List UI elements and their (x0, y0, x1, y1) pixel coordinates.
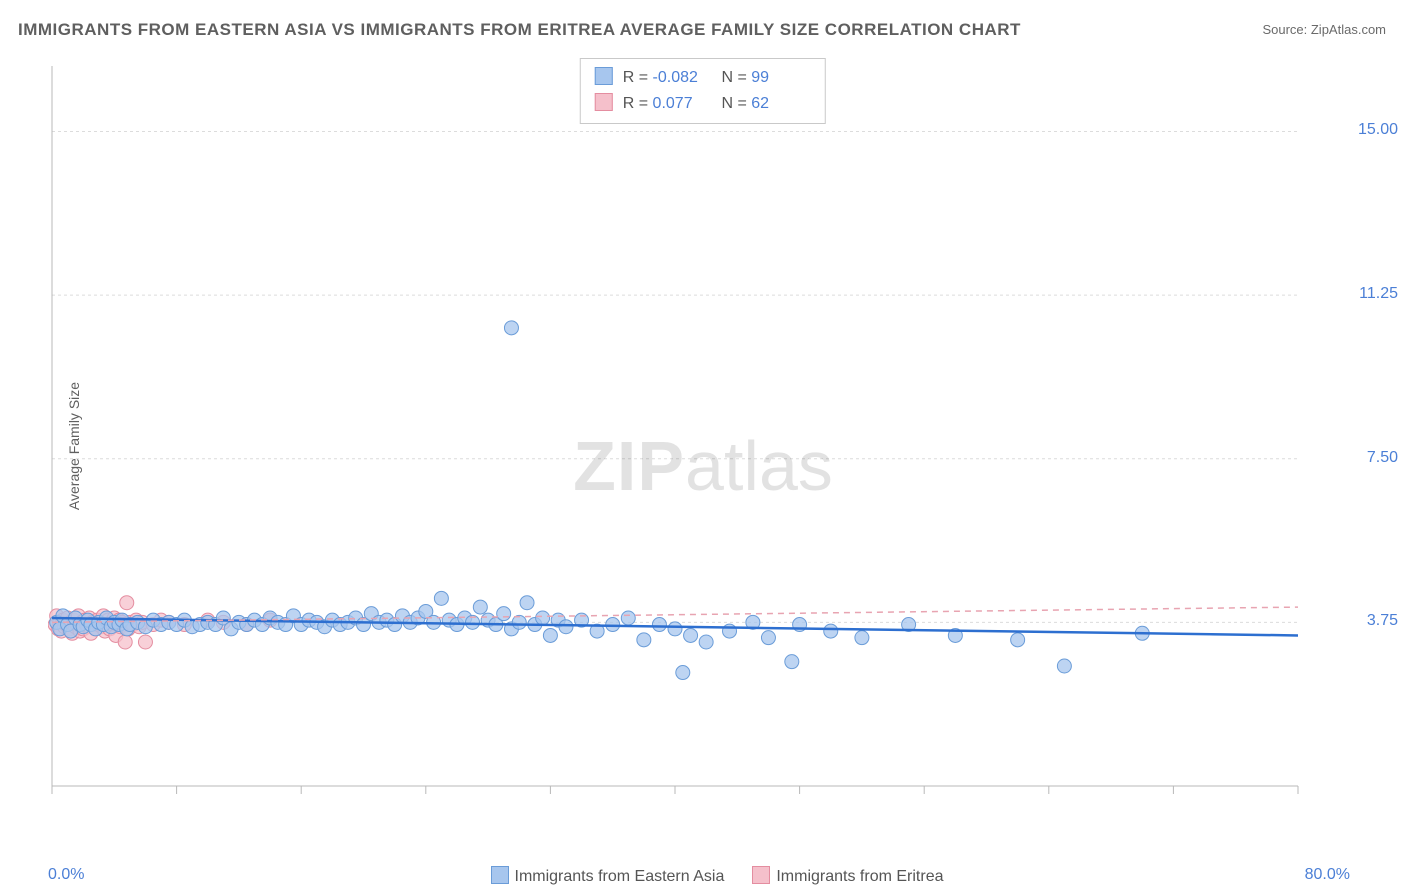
legend-row: R = -0.082 N = 99 (595, 65, 811, 91)
r-value: 0.077 (653, 91, 713, 117)
data-point (543, 628, 557, 642)
source-attribution: Source: ZipAtlas.com (1262, 22, 1386, 37)
scatter-chart (48, 56, 1358, 826)
data-point (559, 620, 573, 634)
plot-area: ZIPatlas (48, 56, 1358, 826)
data-point (434, 591, 448, 605)
r-value: -0.082 (653, 65, 713, 91)
data-point (138, 635, 152, 649)
legend-swatch (491, 866, 509, 884)
data-point (118, 635, 132, 649)
n-value: 62 (751, 91, 811, 117)
data-point (504, 321, 518, 335)
data-point (684, 628, 698, 642)
data-point (637, 633, 651, 647)
correlation-legend: R = -0.082 N = 99R = 0.077 N = 62 (580, 58, 826, 124)
data-point (1057, 659, 1071, 673)
data-point (676, 666, 690, 680)
data-point (1011, 633, 1025, 647)
data-point (520, 596, 534, 610)
legend-label: Immigrants from Eritrea (776, 868, 943, 885)
data-point (512, 615, 526, 629)
data-point (855, 631, 869, 645)
data-point (120, 596, 134, 610)
y-tick-label: 3.75 (1367, 612, 1398, 630)
data-point (785, 655, 799, 669)
data-point (652, 618, 666, 632)
data-point (536, 611, 550, 625)
legend-swatch (752, 866, 770, 884)
chart-title: IMMIGRANTS FROM EASTERN ASIA VS IMMIGRAN… (18, 20, 1021, 40)
data-point (824, 624, 838, 638)
data-point (699, 635, 713, 649)
n-value: 99 (751, 65, 811, 91)
data-point (761, 631, 775, 645)
legend-swatch (595, 93, 613, 111)
y-tick-label: 11.25 (1359, 285, 1398, 303)
series-legend: Immigrants from Eastern Asia Immigrants f… (0, 866, 1406, 886)
legend-row: R = 0.077 N = 62 (595, 91, 811, 117)
data-point (621, 611, 635, 625)
y-tick-label: 7.50 (1367, 449, 1398, 467)
y-tick-label: 15.00 (1358, 121, 1398, 139)
legend-label: Immigrants from Eastern Asia (515, 868, 725, 885)
data-point (497, 607, 511, 621)
data-point (473, 600, 487, 614)
legend-swatch (595, 67, 613, 85)
data-point (668, 622, 682, 636)
